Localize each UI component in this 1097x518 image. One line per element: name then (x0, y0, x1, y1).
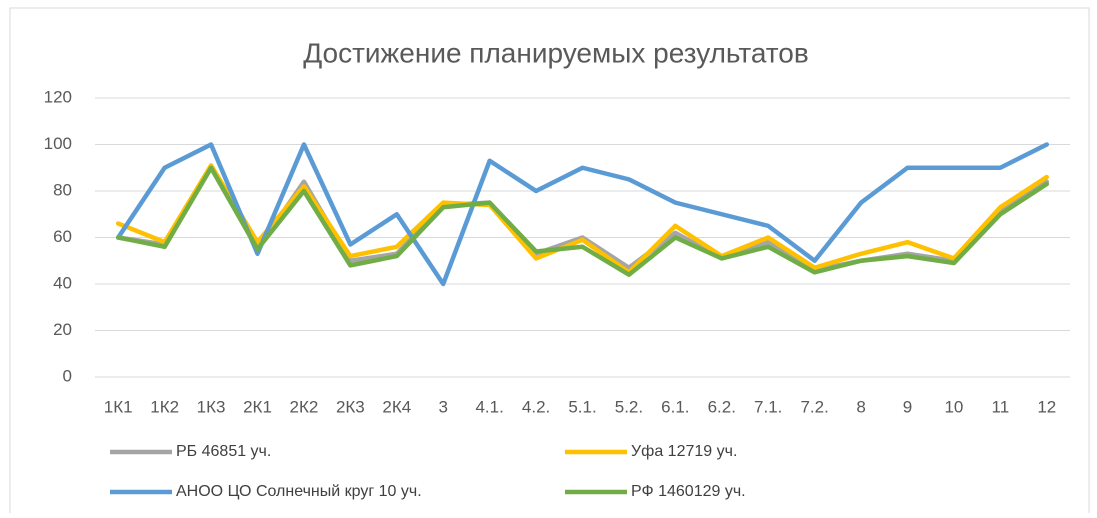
x-tick-label: 2К1 (243, 397, 272, 416)
y-tick-label: 0 (63, 366, 72, 385)
y-tick-label: 120 (44, 87, 72, 106)
x-tick-label: 2К2 (290, 397, 319, 416)
chart-frame (9, 7, 1090, 518)
y-tick-label: 60 (53, 227, 72, 246)
legend-label: РБ 46851 уч. (176, 443, 271, 460)
x-tick-label: 1К3 (197, 397, 226, 416)
x-tick-label: 7.1. (754, 397, 782, 416)
y-tick-label: 100 (44, 134, 72, 153)
x-tick-label: 7.2. (800, 397, 828, 416)
x-tick-label: 3 (438, 397, 447, 416)
series-line (115, 165, 1050, 277)
x-tick-label: 2К4 (382, 397, 411, 416)
series-line (115, 142, 1050, 287)
x-tick-label: 5.1. (568, 397, 596, 416)
y-tick-label: 20 (53, 320, 72, 339)
x-tick-label: 11 (992, 397, 1010, 416)
y-tick-label: 80 (53, 180, 72, 199)
legend-label: АНОО ЦО Солнечный круг 10 уч. (176, 483, 422, 500)
x-tick-label: 4.2. (522, 397, 550, 416)
chart-title: Достижение планируемых результатов (303, 37, 809, 68)
legend-label: РФ 1460129 уч. (631, 483, 746, 500)
x-tick-label: 6.1. (661, 397, 689, 416)
x-tick-label: 1К1 (104, 397, 133, 416)
y-tick-label: 40 (53, 273, 72, 292)
x-tick-label: 5.2. (615, 397, 643, 416)
x-tick-label: 8 (856, 397, 865, 416)
x-tick-label: 9 (903, 397, 912, 416)
x-tick-label: 2К3 (336, 397, 365, 416)
x-tick-label: 12 (1037, 397, 1056, 416)
series-line (115, 163, 1050, 275)
x-tick-label: 4.1. (475, 397, 503, 416)
x-tick-label: 10 (944, 397, 963, 416)
x-tick-label: 6.2. (708, 397, 736, 416)
x-tick-label: 1К2 (150, 397, 179, 416)
legend-label: Уфа 12719 уч. (631, 443, 737, 460)
